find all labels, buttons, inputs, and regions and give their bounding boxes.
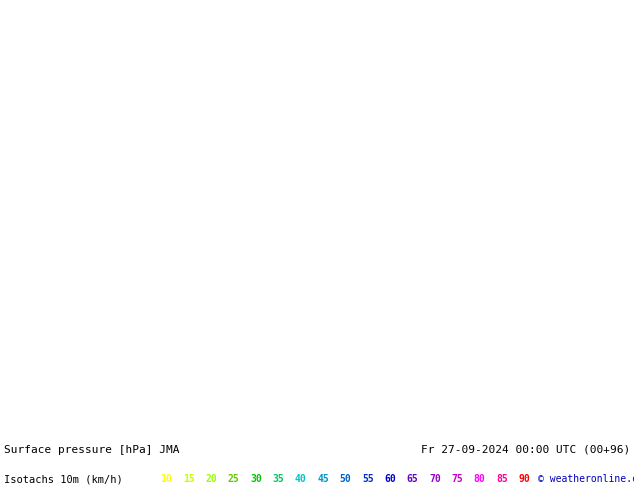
Text: Fr 27-09-2024 00:00 UTC (00+96): Fr 27-09-2024 00:00 UTC (00+96) bbox=[421, 445, 630, 455]
Text: Surface pressure [hPa] JMA: Surface pressure [hPa] JMA bbox=[4, 445, 179, 455]
Text: 60: 60 bbox=[384, 474, 396, 484]
Text: 40: 40 bbox=[295, 474, 306, 484]
Text: 15: 15 bbox=[183, 474, 195, 484]
Text: © weatheronline.co.uk: © weatheronline.co.uk bbox=[538, 474, 634, 484]
Text: 65: 65 bbox=[406, 474, 418, 484]
Text: 55: 55 bbox=[362, 474, 373, 484]
Text: 25: 25 bbox=[228, 474, 239, 484]
Text: 90: 90 bbox=[519, 474, 531, 484]
Text: 85: 85 bbox=[496, 474, 508, 484]
Text: 70: 70 bbox=[429, 474, 441, 484]
Text: 30: 30 bbox=[250, 474, 262, 484]
Text: Isotachs 10m (km/h): Isotachs 10m (km/h) bbox=[4, 474, 123, 484]
Text: 50: 50 bbox=[339, 474, 351, 484]
Text: 80: 80 bbox=[474, 474, 486, 484]
Text: 75: 75 bbox=[451, 474, 463, 484]
Text: 20: 20 bbox=[205, 474, 217, 484]
Text: 45: 45 bbox=[317, 474, 329, 484]
Text: 35: 35 bbox=[272, 474, 284, 484]
Text: 10: 10 bbox=[160, 474, 172, 484]
